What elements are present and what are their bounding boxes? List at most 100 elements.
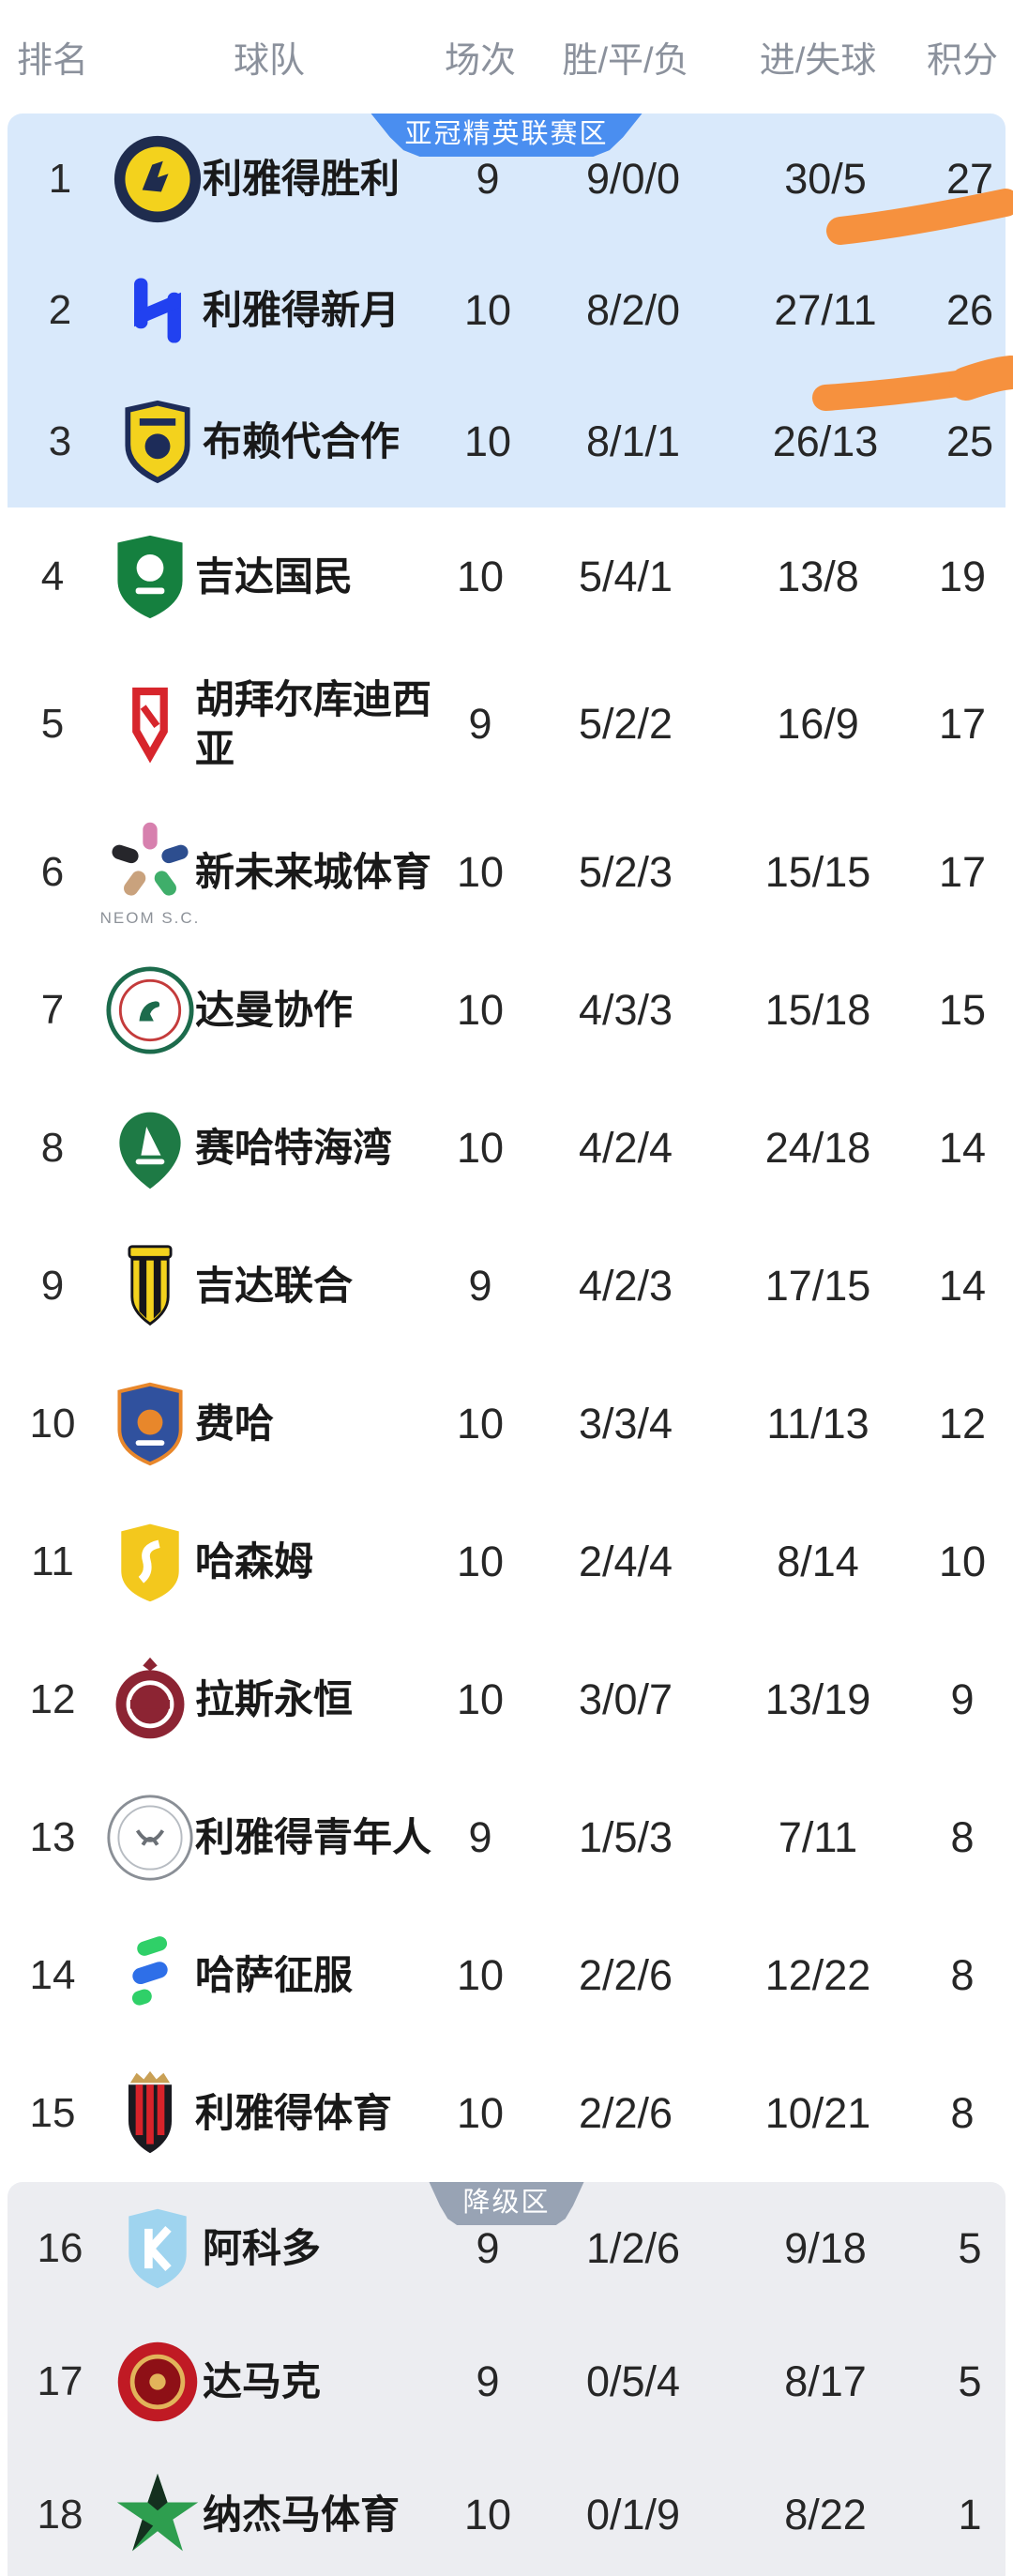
- goals-cell: 11/13: [766, 1399, 869, 1447]
- points-cell: 14: [938, 1261, 987, 1310]
- table-row[interactable]: 11 哈森姆 10 2/4/4 8/14 10: [0, 1493, 1013, 1630]
- matches-cell: 10: [456, 985, 505, 1034]
- table-row[interactable]: 5 胡拜尔库迪西亚 9 5/2/2 16/9 17: [0, 645, 1013, 803]
- team-logo: [113, 2470, 203, 2560]
- matches-cell: 10: [456, 2088, 505, 2137]
- header-goals: 进/失球: [759, 41, 877, 81]
- matches-cell: 10: [456, 552, 505, 600]
- team-logo-caption: NEOM S.C.: [99, 908, 201, 927]
- table-row[interactable]: 6 NEOM S.C. 新未来城体育 10 5/2/3 15/15 17: [0, 803, 1013, 941]
- table-row[interactable]: 17 达马克 9 0/5/4 8/17 5: [8, 2315, 1005, 2448]
- mid-table-section: 4 吉达国民 10 5/4/1 13/8 19 5 胡拜尔库迪西亚 9 5/2/…: [0, 508, 1013, 2182]
- points-cell: 26: [945, 286, 994, 334]
- points-cell: 17: [938, 700, 987, 748]
- table-row[interactable]: 15 利雅得体育 10 2/2/6 10/21 8: [0, 2044, 1013, 2182]
- acl-zone-rows: 1 利雅得胜利 9 9/0/0 30/5 27 2 利雅得新月 10 8/2/0…: [8, 114, 1005, 508]
- wdl-cell: 5/4/1: [578, 552, 673, 600]
- wdl-cell: 2/4/4: [578, 1537, 673, 1585]
- matches-cell: 10: [463, 2491, 512, 2538]
- points-cell: 5: [958, 2357, 982, 2405]
- points-cell: 1: [958, 2491, 982, 2538]
- relegation-zone-badge: 降级区: [429, 2182, 584, 2225]
- rank-cell: 9: [40, 1262, 65, 1309]
- rank-cell: 7: [40, 986, 65, 1033]
- table-row[interactable]: 4 吉达国民 10 5/4/1 13/8 19: [0, 508, 1013, 645]
- table-row[interactable]: 9 吉达联合 9 4/2/3 17/15 14: [0, 1217, 1013, 1355]
- wdl-cell: 4/2/4: [578, 1123, 673, 1172]
- wdl-cell: 3/3/4: [578, 1399, 673, 1447]
- table-row[interactable]: 1 利雅得胜利 9 9/0/0 30/5 27: [8, 114, 1005, 245]
- goals-cell: 8/17: [784, 2357, 867, 2405]
- wdl-cell: 3/0/7: [578, 1674, 673, 1723]
- goals-cell: 15/15: [764, 847, 871, 896]
- goals-cell: 17/15: [764, 1261, 871, 1310]
- team-name: 利雅得体育: [195, 2090, 393, 2135]
- matches-cell: 10: [456, 1674, 505, 1723]
- matches-cell: 10: [463, 417, 512, 465]
- goals-cell: 16/9: [777, 700, 859, 748]
- points-cell: 15: [938, 985, 987, 1034]
- rank-cell: 16: [37, 2225, 83, 2271]
- team-logo: [105, 681, 195, 767]
- team-name: 赛哈特海湾: [195, 1125, 393, 1170]
- team-logo: [105, 1517, 195, 1607]
- team-name: 利雅得胜利: [203, 157, 401, 202]
- goals-cell: 15/18: [764, 985, 871, 1034]
- table-row[interactable]: 10 费哈 10 3/3/4 11/13 12: [0, 1355, 1013, 1493]
- rank-cell: 5: [40, 701, 65, 747]
- wdl-cell: 4/3/3: [578, 985, 673, 1034]
- matches-cell: 9: [476, 2224, 500, 2272]
- relegation-zone-section: 降级区 16 阿科多 9 1/2/6 9/18 5 17 达马克 9 0/5/4…: [8, 2182, 1005, 2576]
- rank-cell: 3: [48, 418, 72, 464]
- goals-cell: 13/19: [764, 1674, 871, 1723]
- rank-cell: 1: [48, 156, 72, 202]
- mid-table-rows: 4 吉达国民 10 5/4/1 13/8 19 5 胡拜尔库迪西亚 9 5/2/…: [0, 508, 1013, 2182]
- table-row[interactable]: 8 赛哈特海湾 10 4/2/4 24/18 14: [0, 1079, 1013, 1217]
- goals-cell: 30/5: [784, 155, 867, 203]
- team-name: 新未来城体育: [195, 849, 432, 894]
- goals-cell: 12/22: [764, 1950, 871, 1999]
- table-row[interactable]: 14 哈萨征服 10 2/2/6 12/22 8: [0, 1906, 1013, 2044]
- wdl-cell: 0/5/4: [585, 2357, 681, 2405]
- rank-cell: 15: [29, 2089, 76, 2136]
- goals-cell: 27/11: [774, 286, 877, 334]
- rank-cell: 4: [40, 553, 65, 599]
- points-cell: 25: [945, 417, 994, 465]
- table-row[interactable]: 16 阿科多 9 1/2/6 9/18 5: [8, 2182, 1005, 2315]
- header-wdl: 胜/平/负: [562, 41, 689, 81]
- team-name: 利雅得青年人: [195, 1814, 432, 1859]
- team-name: 布赖代合作: [203, 419, 401, 464]
- rank-cell: 17: [37, 2358, 83, 2404]
- matches-cell: 10: [463, 286, 512, 334]
- wdl-cell: 8/2/0: [585, 286, 681, 334]
- rank-cell: 18: [37, 2492, 83, 2538]
- goals-cell: 8/14: [777, 1537, 859, 1585]
- table-row[interactable]: 3 布赖代合作 10 8/1/1 26/13 25: [8, 376, 1005, 508]
- matches-cell: 9: [468, 1812, 492, 1861]
- points-cell: 10: [938, 1537, 987, 1585]
- points-cell: 8: [950, 1812, 975, 1861]
- matches-cell: 10: [456, 847, 505, 896]
- team-logo: [105, 532, 195, 622]
- goals-cell: 24/18: [764, 1123, 871, 1172]
- table-row[interactable]: 7 达曼协作 10 4/3/3 15/18 15: [0, 941, 1013, 1079]
- header-rank: 排名: [16, 41, 88, 81]
- table-row[interactable]: 12 拉斯永恒 10 3/0/7 13/19 9: [0, 1630, 1013, 1768]
- acl-zone-badge: 亚冠精英联赛区: [370, 114, 643, 157]
- wdl-cell: 2/2/6: [578, 2088, 673, 2137]
- table-row[interactable]: 18 纳杰马体育 10 0/1/9 8/22 1: [8, 2448, 1005, 2576]
- table-row[interactable]: 2 利雅得新月 10 8/2/0 27/11 26: [8, 245, 1005, 376]
- team-name: 阿科多: [203, 2226, 322, 2271]
- team-name: 哈萨征服: [195, 1952, 354, 1997]
- wdl-cell: 0/1/9: [585, 2491, 681, 2538]
- wdl-cell: 5/2/2: [578, 700, 673, 748]
- table-row[interactable]: 13 利雅得青年人 9 1/5/3 7/11 8: [0, 1768, 1013, 1906]
- rank-cell: 2: [48, 287, 72, 333]
- rank-cell: 14: [29, 1951, 76, 1998]
- team-logo: [105, 1793, 195, 1883]
- team-logo: [113, 134, 203, 224]
- team-name: 纳杰马体育: [203, 2493, 401, 2538]
- goals-cell: 13/8: [777, 552, 859, 600]
- points-cell: 8: [950, 1950, 975, 1999]
